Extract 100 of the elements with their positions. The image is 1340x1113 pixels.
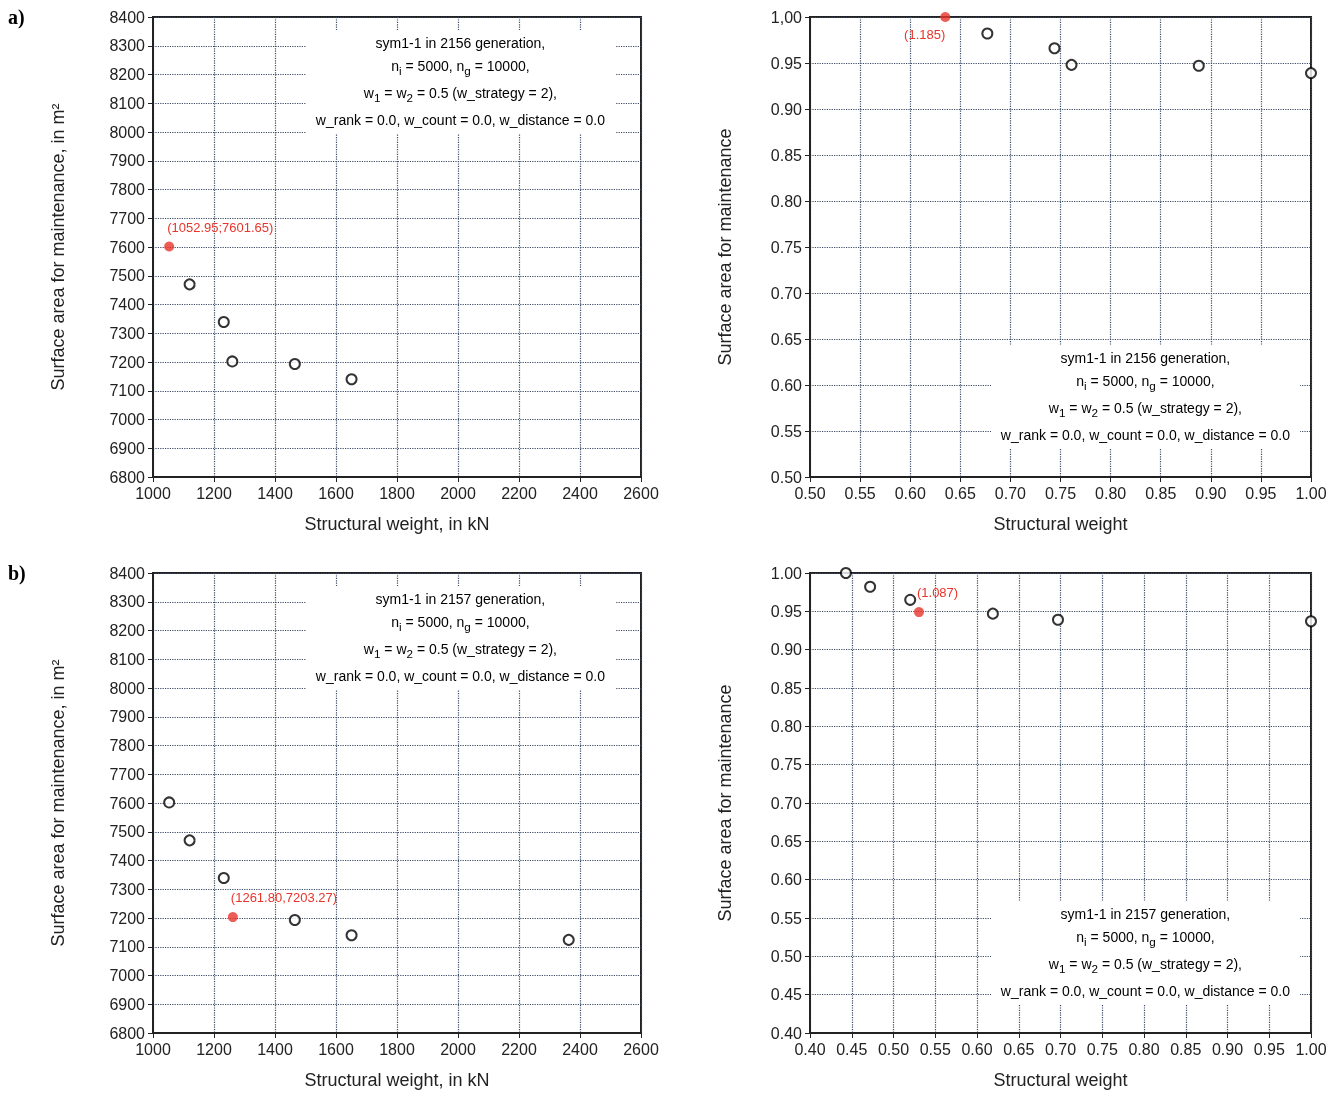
x-tick-label: 0.70 [1044,1040,1077,1058]
y-tick-label: 0.90 [770,641,803,659]
point [288,914,301,927]
point [345,373,358,386]
text: sym1-1 in 2157 generation, n$_{i}$ = 5000, n$_{g}$ = 10000, w$_{1}$ = w$_{2}$ = 0.5 (w_strategy = 2), w_rank = 0.0, w_count = 0.0, w_distance = 0.0 [1000,906,1290,999]
y-tick-label: 1,00 [770,8,803,26]
x-tick-label: 2600 [623,484,659,502]
x-tick-label: 0.55 [919,1040,951,1058]
point [839,567,852,579]
y-tick-label: 0.95 [770,54,803,72]
x-tick-label: 0.65 [944,484,976,502]
y-tick-label: 0.55 [770,909,803,927]
y-axis-title: Surface area for maintenance, in m² [48,103,68,391]
annotation: (1052.95;7601.65) [167,219,274,235]
point [986,607,999,620]
x-tick-label: 1.00 [1295,1040,1327,1058]
x-axis-title: Structural weight, in kN [304,1070,490,1090]
y-tick-label: 7600 [109,794,146,812]
x-tick-label: 0.40 [794,1040,826,1058]
y-tick-label: 7200 [109,909,146,927]
point [1052,613,1064,626]
x-tick-label: 0.95 [1245,484,1277,502]
y-tick-label: 7100 [109,382,146,400]
y-tick-label: 0.70 [770,794,803,812]
point [183,834,196,847]
text: sym1-1 in 2156 generation, n$_{i}$ = 5000, n$_{g}$ = 10000, w$_{1}$ = w$_{2}$ = 0.5 (w_strategy = 2), w_rank = 0.0, w_count = 0.0, w_distance = 0.0 [315,35,605,128]
point [345,929,358,942]
y-tick-label: 0.80 [770,192,803,210]
y-tick-label: 0.65 [770,832,803,850]
point [163,796,176,809]
y-tick-label: 7300 [109,880,146,898]
x-tick-label: 2000 [440,1040,476,1058]
y-axis-title: Surface area for maintenance, in m² [48,659,68,947]
y-tick-label: 7900 [109,152,146,170]
y-tick-label: 8000 [109,123,146,141]
point [183,278,196,291]
y-tick-label: 0.75 [770,756,803,774]
x-tick-label: 0.45 [836,1040,868,1058]
y-tick-label: 7400 [109,296,146,313]
y-tick-label: 7600 [109,238,146,256]
point [227,912,238,923]
x-tick-label: 1800 [379,1040,415,1058]
y-tick-label: 7800 [109,737,146,754]
y-tick-label: 7700 [109,209,146,227]
y-tick-label: 0.45 [770,986,803,1004]
point [164,241,175,252]
x-tick-label: 0.50 [877,1040,910,1058]
y-tick-label: 0.40 [770,1024,803,1042]
x-tick-label: 0.90 [1211,1040,1244,1058]
x-tick-label: 2200 [501,1040,537,1058]
x-tick-label: 2600 [623,1040,659,1058]
x-tick-label: 0.90 [1195,484,1227,502]
y-tick-label: 7500 [109,823,146,841]
y-tick-label: 0.90 [770,100,803,118]
y-tick-label: 1.00 [770,564,803,582]
y-tick-label: 8300 [109,593,146,611]
y-tick-label: 0.65 [770,330,803,348]
x-tick-label: 1200 [196,1040,232,1058]
y-tick-label: 8100 [109,94,146,112]
x-tick-label: 2200 [501,484,537,502]
x-tick-label: 0.75 [1044,484,1077,502]
point [217,316,230,329]
y-tick-label: 8200 [109,622,146,639]
point [288,358,301,371]
x-tick-label: 0.60 [894,484,926,502]
y-tick-label: 7900 [109,708,146,726]
y-tick-label: 0.95 [770,602,803,620]
y-tick-label: 7500 [109,267,146,285]
y-tick-label: 7100 [109,938,146,956]
x-tick-label: 0.85 [1145,484,1177,502]
x-tick-label: 0.95 [1253,1040,1285,1058]
y-tick-label: 0.70 [770,284,803,302]
y-axis-title: Surface area for maintenance [715,684,735,922]
y-tick-label: 0.55 [770,422,803,440]
x-tick-label: 2400 [562,1040,598,1058]
x-tick-label: 0.55 [844,484,876,502]
annotation: (1261.80,7203.27) [230,890,338,906]
y-tick-label: 6900 [109,995,146,1013]
x-tick-label: 1400 [257,1040,293,1058]
y-tick-label: 0.50 [770,947,803,965]
y-tick-label: 7000 [109,967,146,984]
x-tick-label: 1000 [135,1040,171,1058]
y-axis-title: Surface area for maintenance [715,128,735,366]
x-tick-label: 1600 [318,1040,354,1058]
point [1065,58,1078,71]
x-axis-title: Structural weight [993,514,1128,534]
point [1192,59,1205,72]
x-tick-label: 1800 [379,484,415,502]
x-tick-label: 0.80 [1128,1040,1160,1058]
x-tick-label: 0.60 [961,1040,993,1058]
y-tick-label: 8200 [109,66,146,83]
x-tick-label: 2400 [562,484,598,502]
y-tick-label: 0.85 [770,146,803,164]
y-tick-label: 8100 [109,650,146,668]
y-tick-label: 7800 [109,181,146,198]
annotation: (1.185) [904,27,946,42]
x-tick-label: 0.50 [794,484,826,502]
y-tick-label: 8400 [109,8,146,26]
y-tick-label: 7300 [109,324,146,342]
y-tick-label: 7400 [109,852,146,869]
